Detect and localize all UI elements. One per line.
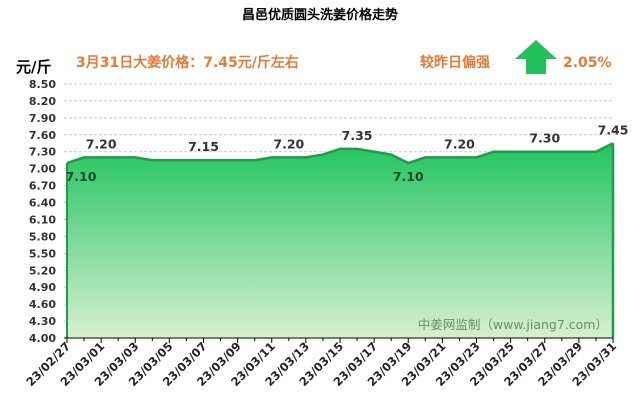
price-line (66, 142, 614, 165)
data-label: 7.45 (598, 122, 629, 137)
watermark: 中姜网监制（www.jiang7.com） (418, 317, 608, 332)
y-tick-label: 7.90 (29, 112, 56, 125)
data-label: 7.20 (444, 136, 475, 151)
y-tick-label: 5.80 (29, 230, 56, 243)
price-summary: 3月31日大姜价格：7.45元/斤左右 (76, 54, 299, 71)
y-tick-label: 4.90 (29, 281, 56, 294)
compare-text: 较昨日偏强 (420, 54, 490, 71)
y-tick-label: 4.60 (29, 298, 56, 311)
data-label: 7.30 (529, 131, 560, 146)
y-axis-unit: 元/斤 (16, 58, 51, 76)
data-label: 7.10 (393, 169, 424, 184)
y-tick-label: 8.20 (29, 95, 56, 108)
price-area (67, 143, 613, 338)
data-label: 7.20 (273, 136, 304, 151)
chart-title: 昌邑优质圆头洗姜价格走势 (242, 7, 398, 23)
data-label: 7.20 (86, 136, 117, 151)
y-tick-label: 8.50 (29, 78, 56, 91)
y-tick-label: 4.00 (29, 332, 56, 345)
data-label: 7.10 (66, 169, 97, 184)
data-label: 7.15 (188, 139, 219, 154)
change-percent: 2.05% (563, 55, 612, 71)
data-label: 7.35 (342, 128, 373, 143)
y-tick-label: 6.40 (29, 197, 56, 210)
y-tick-label: 4.30 (29, 315, 56, 328)
y-tick-label: 7.30 (29, 146, 56, 159)
y-tick-label: 6.10 (29, 213, 56, 226)
y-tick-label: 7.60 (29, 129, 56, 142)
y-tick-label: 6.70 (29, 180, 56, 193)
y-tick-label: 7.00 (29, 163, 56, 176)
y-tick-label: 5.50 (29, 247, 56, 260)
y-tick-label: 5.20 (29, 264, 56, 277)
up-arrow-icon (515, 40, 557, 74)
